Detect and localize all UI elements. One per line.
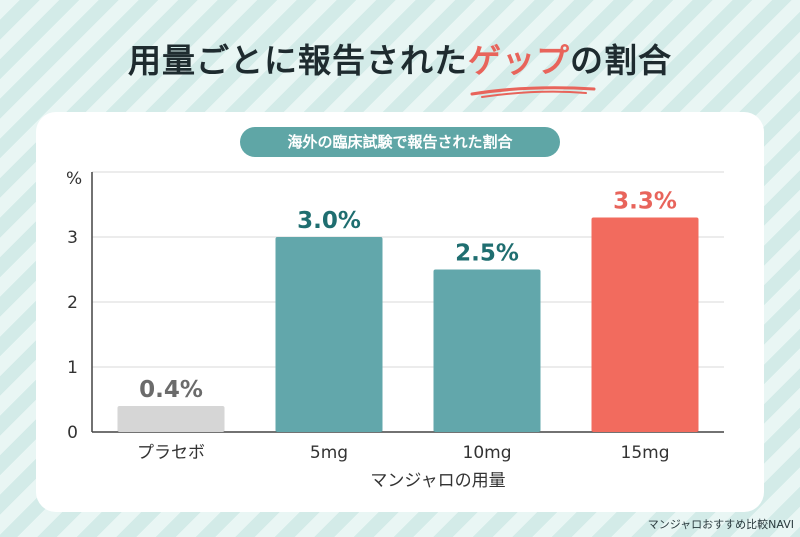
title-underline-decoration xyxy=(470,86,596,98)
page-title: 用量ごとに報告されたゲップの割合 xyxy=(0,34,800,82)
credit-text: マンジャロおすすめ比較NAVI xyxy=(647,518,794,531)
x-tick-label: 5mg xyxy=(310,443,348,463)
x-tick-label: プラセボ xyxy=(137,443,205,463)
title-after: の割合 xyxy=(570,41,672,80)
title-before: 用量ごとに報告された xyxy=(128,41,468,80)
y-tick-label: 0 xyxy=(67,423,78,443)
x-tick-label: 10mg xyxy=(463,443,512,463)
data-label: 3.3% xyxy=(613,189,677,215)
bar-2 xyxy=(433,269,541,432)
y-tick-label: 3 xyxy=(67,228,78,248)
chart-subtitle-pill: 海外の臨床試験で報告された割合 xyxy=(240,127,560,157)
bar-1 xyxy=(275,237,383,432)
x-tick-label: 15mg xyxy=(621,443,670,463)
y-tick-label: 2 xyxy=(67,293,78,313)
bar-3 xyxy=(591,217,699,432)
x-axis-title: マンジャロの用量 xyxy=(370,471,505,491)
y-tick-label: 1 xyxy=(67,358,78,378)
title-highlight: ゲップ xyxy=(468,41,570,80)
data-label: 2.5% xyxy=(455,241,519,267)
data-label: 0.4% xyxy=(139,377,203,403)
y-unit-label: % xyxy=(66,169,82,189)
data-label: 3.0% xyxy=(297,208,361,234)
bar-0 xyxy=(117,406,225,432)
